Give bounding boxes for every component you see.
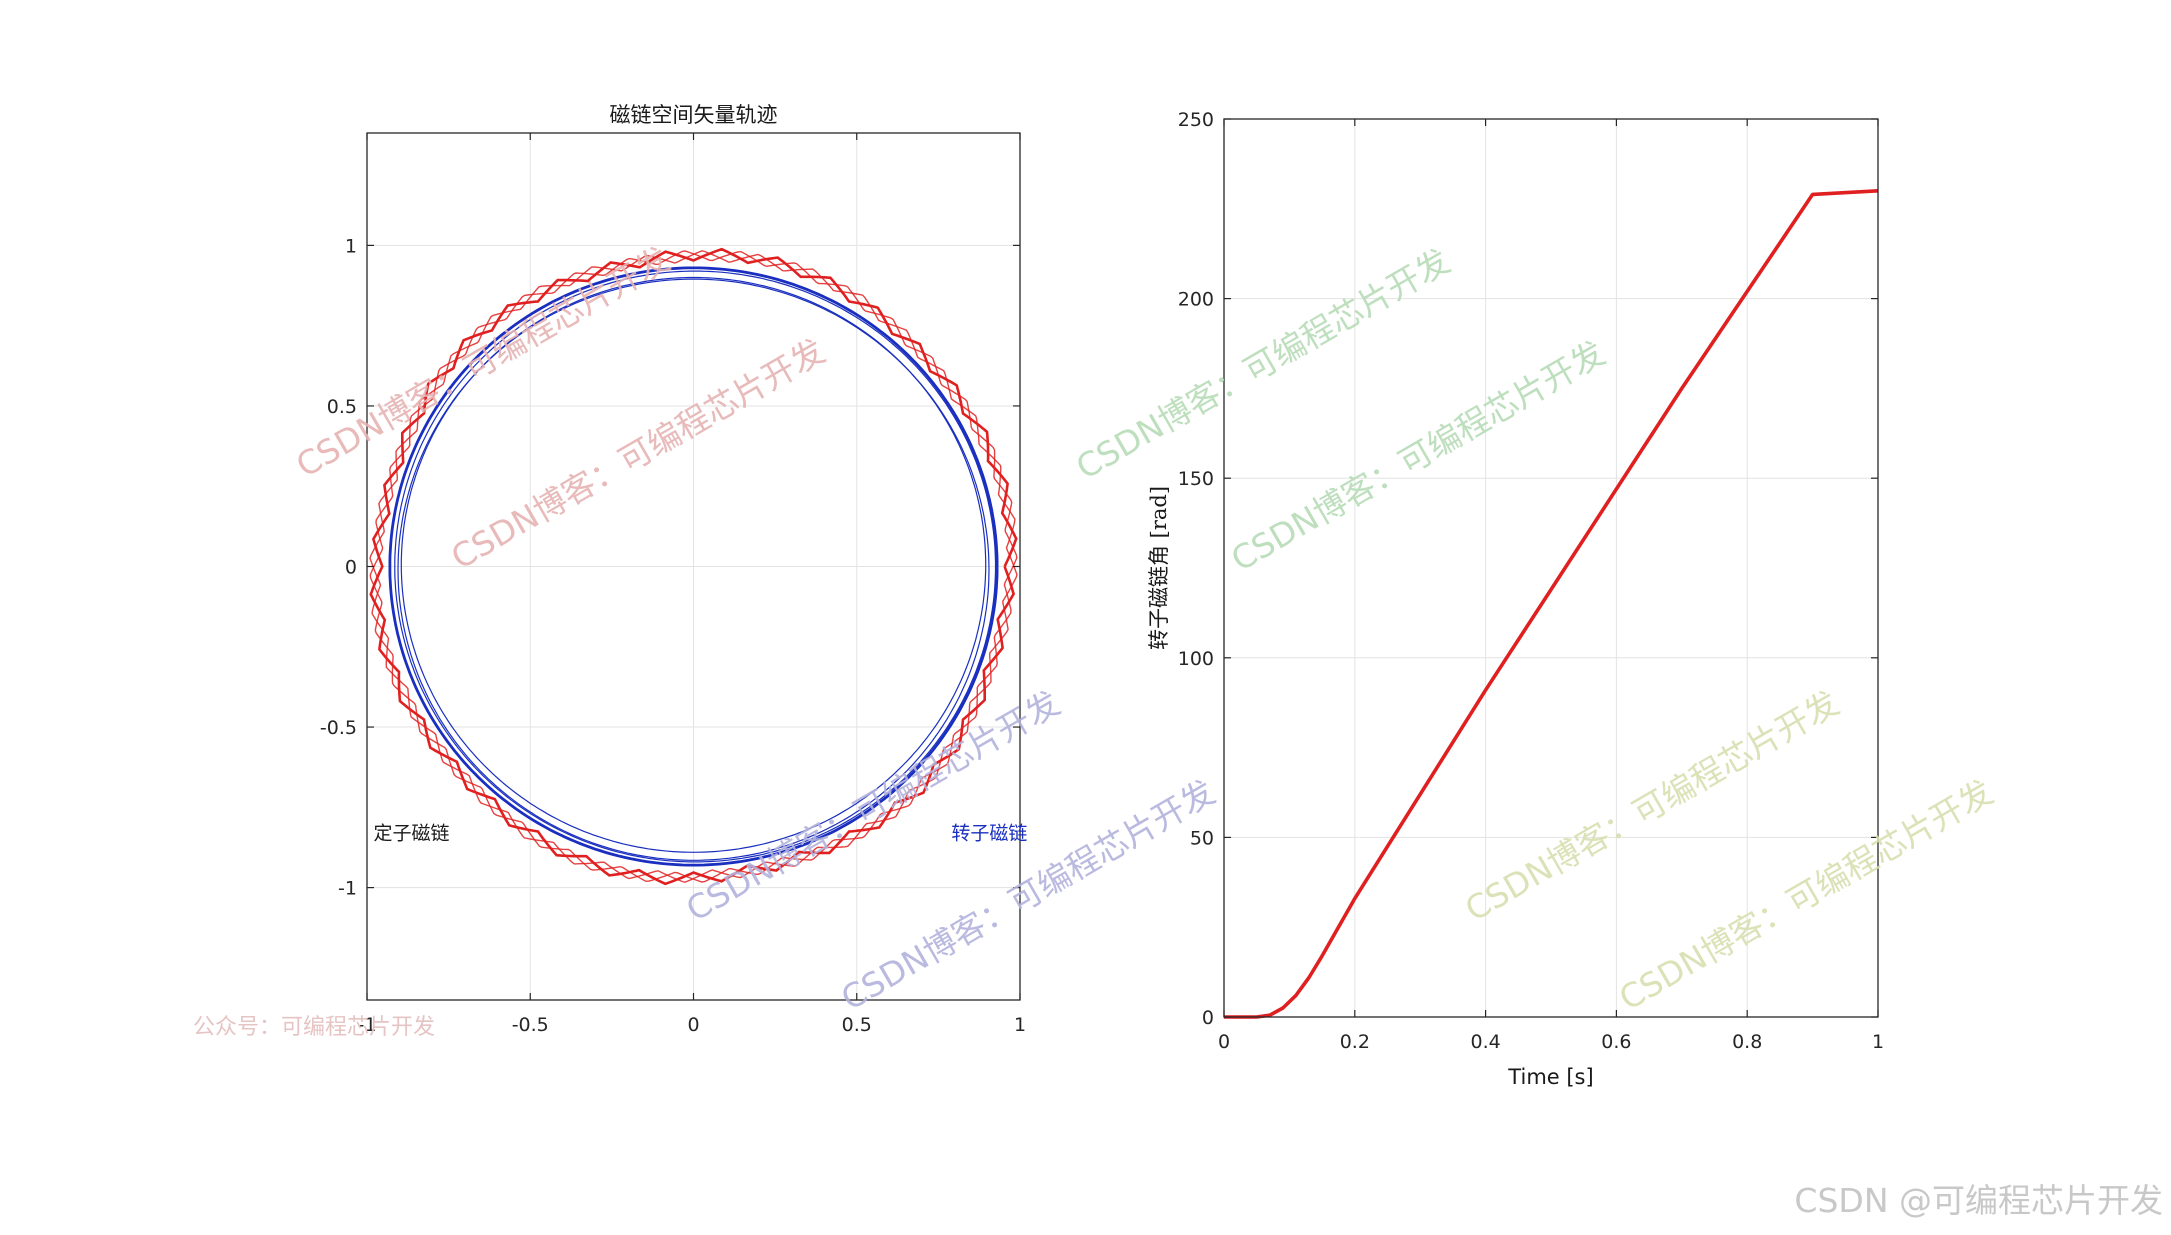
rotor-flux-angle-chart: 0 0.2 0.4 0.6 0.8 1 0 50 100 150 200 250 Time [s] 转… — [1147, 109, 1884, 1089]
chart2-x-tick-label: 0.6 — [1601, 1031, 1631, 1053]
chart1-y-tick-label: 0.5 — [327, 396, 357, 418]
chart1-ticks: -1 -0.5 0 0.5 1 -1 -0.5 0 0.5 1 — [320, 133, 1026, 1036]
chart1-y-tick-label: -1 — [338, 878, 357, 900]
chart1-x-tick-label: -0.5 — [512, 1014, 549, 1036]
rotor-flux-trajectory — [400, 276, 987, 853]
flux-trajectory-chart: -1 -0.5 0 0.5 1 -1 -0.5 0 0.5 1 磁链空间矢量轨迹 定子磁链 转子磁… — [320, 103, 1028, 1036]
stator-flux-trajectory — [369, 247, 1018, 886]
chart2-y-tick-label: 200 — [1178, 289, 1214, 311]
csdn-watermark: CSDN @可编程芯片开发 — [1794, 1181, 2163, 1220]
chart2-y-axis-label: 转子磁链角 [rad] — [1147, 486, 1171, 650]
chart2-x-tick-label: 0.2 — [1340, 1031, 1370, 1053]
chart1-x-tick-label: -1 — [358, 1014, 377, 1036]
rotor-flux-trajectory — [388, 266, 999, 867]
chart2-x-tick-label: 0.4 — [1470, 1031, 1500, 1053]
rotor-flux-label: 转子磁链 — [951, 822, 1027, 844]
chart2-y-tick-label: 250 — [1178, 109, 1214, 131]
chart1-x-tick-label: 0.5 — [842, 1014, 872, 1036]
chart2-y-tick-label: 50 — [1190, 827, 1214, 849]
chart1-x-tick-label: 0 — [687, 1014, 699, 1036]
rotor-flux-trajectory — [397, 278, 990, 861]
rotor-flux-angle-line — [1224, 189, 1879, 1019]
chart2-ticks: 0 0.2 0.4 0.6 0.8 1 0 50 100 150 200 250 — [1178, 109, 1884, 1053]
chart1-x-tick-label: 1 — [1014, 1014, 1026, 1036]
wechat-watermark: 公众号：可编程芯片开发 — [193, 1015, 435, 1040]
chart2-y-tick-label: 100 — [1178, 648, 1214, 670]
chart2-x-tick-label: 0 — [1218, 1031, 1230, 1053]
chart2-series — [1224, 189, 1879, 1019]
chart1-y-tick-label: 0 — [345, 557, 357, 579]
chart2-x-axis-label: Time [s] — [1507, 1065, 1593, 1089]
chart1-title: 磁链空间矢量轨迹 — [610, 103, 778, 127]
chart2-x-tick-label: 0.8 — [1732, 1031, 1762, 1053]
chart2-y-tick-label: 150 — [1178, 468, 1214, 490]
stator-flux-label: 定子磁链 — [374, 822, 450, 844]
chart2-plot-frame — [1223, 118, 1879, 1018]
chart1-y-tick-label: 1 — [345, 235, 357, 257]
chart2-y-tick-label: 0 — [1202, 1007, 1214, 1029]
chart1-y-tick-label: -0.5 — [320, 717, 357, 739]
rotor-flux-trajectory — [394, 270, 997, 863]
watermark-layer: CSDN博客：可编程芯片开发CSDN博客：可编程芯片开发CSDN博客：可编程芯片… — [290, 239, 2000, 1018]
chart2-x-tick-label: 1 — [1872, 1031, 1884, 1053]
